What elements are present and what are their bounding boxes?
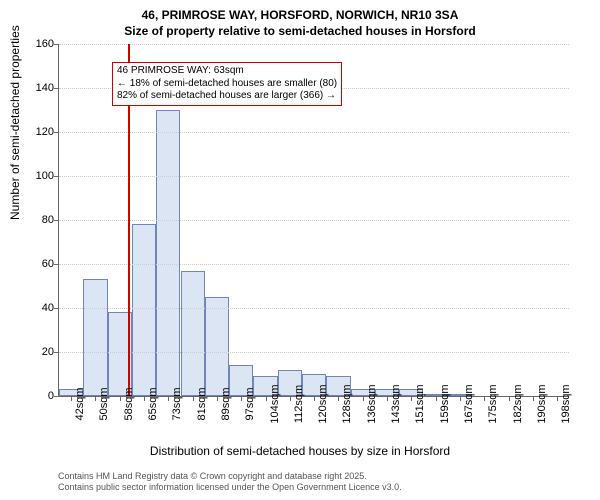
- gridline: [59, 44, 569, 45]
- x-tick-label: 175sqm: [487, 384, 499, 423]
- bar: [83, 279, 107, 396]
- x-tick-label: 182sqm: [512, 384, 524, 423]
- y-tick: [54, 352, 59, 353]
- x-tick-label: 159sqm: [439, 384, 451, 423]
- y-tick: [54, 396, 59, 397]
- x-tick-label: 151sqm: [414, 384, 426, 423]
- bar: [181, 271, 205, 396]
- x-tick-label: 42sqm: [74, 387, 86, 420]
- x-tick-label: 143sqm: [390, 384, 402, 423]
- x-tick: [71, 396, 72, 401]
- gridline: [59, 176, 569, 177]
- x-tick: [557, 396, 558, 401]
- x-tick: [411, 396, 412, 401]
- y-axis-title: Number of semi-detached properties: [8, 25, 22, 220]
- gridline: [59, 264, 569, 265]
- x-tick: [338, 396, 339, 401]
- x-tick-label: 167sqm: [463, 384, 475, 423]
- y-tick-label: 80: [24, 214, 54, 226]
- bar: [156, 110, 180, 396]
- y-tick: [54, 44, 59, 45]
- x-tick: [363, 396, 364, 401]
- x-tick: [314, 396, 315, 401]
- x-tick: [509, 396, 510, 401]
- y-tick-label: 140: [24, 82, 54, 94]
- x-tick-label: 136sqm: [366, 384, 378, 423]
- x-tick: [266, 396, 267, 401]
- x-tick: [387, 396, 388, 401]
- footnote-line1: Contains HM Land Registry data © Crown c…: [58, 471, 402, 483]
- annotation-line3: 82% of semi-detached houses are larger (…: [117, 90, 337, 103]
- x-tick-label: 198sqm: [560, 384, 572, 423]
- x-tick: [533, 396, 534, 401]
- x-axis-title: Distribution of semi-detached houses by …: [0, 444, 600, 458]
- y-tick-label: 0: [24, 390, 54, 402]
- x-tick: [193, 396, 194, 401]
- x-tick: [436, 396, 437, 401]
- chart-title-sub: Size of property relative to semi-detach…: [0, 22, 600, 38]
- footnote: Contains HM Land Registry data © Crown c…: [58, 471, 402, 494]
- annotation-line1: 46 PRIMROSE WAY: 63sqm: [117, 65, 337, 78]
- gridline: [59, 132, 569, 133]
- x-tick: [241, 396, 242, 401]
- x-tick-label: 89sqm: [220, 387, 232, 420]
- chart-title-main: 46, PRIMROSE WAY, HORSFORD, NORWICH, NR1…: [0, 0, 600, 22]
- y-tick-label: 160: [24, 38, 54, 50]
- gridline: [59, 308, 569, 309]
- y-tick-label: 20: [24, 346, 54, 358]
- x-tick: [95, 396, 96, 401]
- annotation-line2: ← 18% of semi-detached houses are smalle…: [117, 78, 337, 91]
- x-tick: [460, 396, 461, 401]
- y-tick: [54, 264, 59, 265]
- gridline: [59, 220, 569, 221]
- x-tick: [484, 396, 485, 401]
- y-tick-label: 40: [24, 302, 54, 314]
- bar: [132, 224, 156, 396]
- x-tick-label: 104sqm: [269, 384, 281, 423]
- x-tick-label: 73sqm: [171, 387, 183, 420]
- x-tick-label: 112sqm: [293, 385, 305, 423]
- x-tick: [120, 396, 121, 401]
- x-tick-label: 58sqm: [123, 387, 135, 420]
- y-tick: [54, 176, 59, 177]
- y-tick: [54, 132, 59, 133]
- x-tick: [144, 396, 145, 401]
- gridline: [59, 352, 569, 353]
- x-tick: [217, 396, 218, 401]
- footnote-line2: Contains public sector information licen…: [58, 482, 402, 494]
- y-tick-label: 100: [24, 170, 54, 182]
- x-tick-label: 50sqm: [98, 387, 110, 420]
- annotation-box: 46 PRIMROSE WAY: 63sqm ← 18% of semi-det…: [112, 62, 342, 106]
- y-tick-label: 120: [24, 126, 54, 138]
- x-tick-label: 120sqm: [317, 384, 329, 423]
- bar: [205, 297, 229, 396]
- x-tick-label: 128sqm: [341, 384, 353, 423]
- x-tick: [168, 396, 169, 401]
- y-tick: [54, 220, 59, 221]
- y-tick-label: 60: [24, 258, 54, 270]
- x-tick-label: 97sqm: [244, 387, 256, 420]
- x-tick-label: 190sqm: [536, 384, 548, 423]
- chart-container: 46, PRIMROSE WAY, HORSFORD, NORWICH, NR1…: [0, 0, 600, 500]
- x-tick-label: 81sqm: [196, 387, 208, 420]
- x-tick-label: 65sqm: [147, 387, 159, 420]
- x-tick: [290, 396, 291, 401]
- y-tick: [54, 88, 59, 89]
- y-tick: [54, 308, 59, 309]
